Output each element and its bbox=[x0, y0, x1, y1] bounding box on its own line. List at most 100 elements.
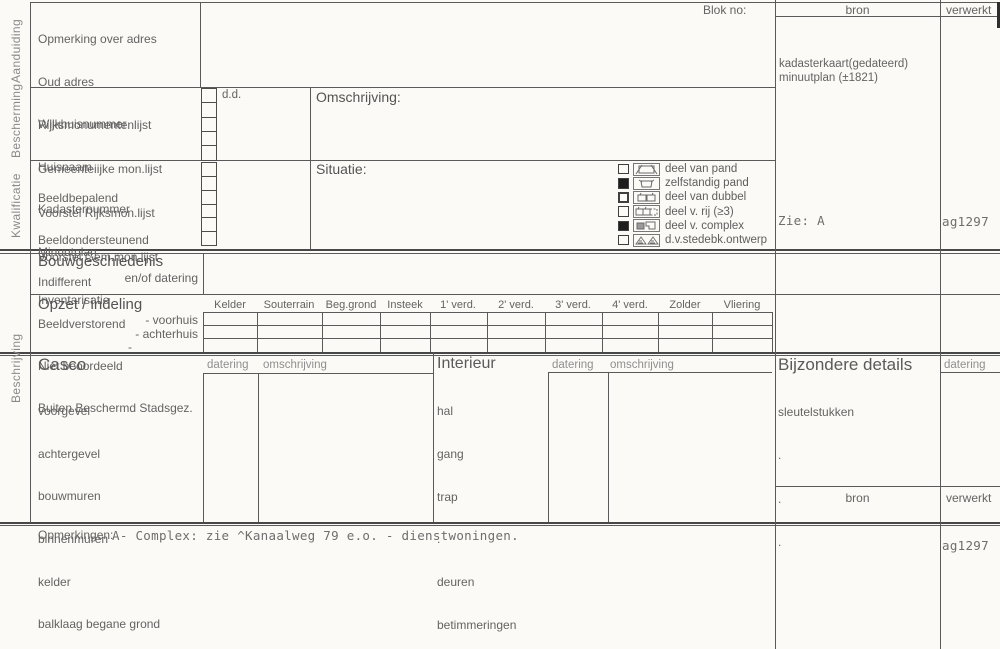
opzet-row-label: - voorhuis bbox=[145, 313, 198, 327]
line bbox=[0, 249, 1000, 251]
aanduiding-item: Oud adres bbox=[38, 74, 95, 89]
checkbox[interactable] bbox=[618, 206, 629, 217]
table-line bbox=[712, 312, 713, 352]
interieur-item: trap bbox=[437, 489, 458, 504]
line bbox=[775, 0, 776, 649]
aanduiding-item: Kadasternummer bbox=[38, 202, 131, 216]
line bbox=[30, 87, 775, 88]
interieur-item: hal bbox=[437, 404, 454, 418]
checkbox[interactable] bbox=[201, 145, 217, 162]
opmerkingen-text: A- Complex: zie ^Kanaalweg 79 e.o. - die… bbox=[112, 528, 519, 543]
bijzondere-item: . bbox=[778, 491, 782, 506]
kwalificatie-item: Indifferent bbox=[38, 275, 92, 290]
table-line bbox=[257, 312, 258, 352]
dd-label: d.d. bbox=[222, 89, 242, 101]
interieur-title: Interieur bbox=[437, 355, 496, 372]
checkbox[interactable] bbox=[201, 87, 217, 104]
kwalificatie-item: Beeldondersteunend bbox=[38, 233, 149, 248]
checkbox[interactable] bbox=[201, 217, 217, 233]
bescherming-item: Inventarisatie bbox=[38, 293, 110, 308]
line bbox=[310, 87, 311, 249]
deel-van-dubbel-icon bbox=[633, 190, 660, 204]
opzet-col-header: 2' verd. bbox=[498, 299, 534, 311]
bescherming-item: Voorstel Rijksmon.lijst bbox=[38, 205, 155, 220]
table-line bbox=[602, 312, 603, 352]
line bbox=[203, 373, 204, 522]
bijzondere-datering-header: datering bbox=[944, 359, 986, 371]
checkbox[interactable] bbox=[618, 178, 629, 189]
situatie-option: d.v.stedebk.ontwerp bbox=[618, 233, 767, 247]
opzet-row-labels: - voorhuis - achterhuis bbox=[108, 313, 198, 341]
line bbox=[0, 352, 1000, 354]
situatie-option-label: deel van pand bbox=[665, 163, 738, 176]
table-line bbox=[430, 312, 431, 352]
bijzondere-item: . bbox=[778, 534, 782, 549]
table-line bbox=[658, 312, 659, 352]
line bbox=[433, 352, 434, 522]
checkbox[interactable] bbox=[201, 102, 217, 118]
situatie-option-label: zelfstandig pand bbox=[665, 177, 749, 190]
checkbox[interactable] bbox=[618, 234, 629, 246]
verwerkt-value: ag1297 bbox=[942, 214, 989, 229]
line bbox=[0, 252, 1000, 254]
line bbox=[200, 2, 201, 87]
checkbox[interactable] bbox=[618, 220, 629, 232]
checkbox[interactable] bbox=[201, 231, 217, 247]
stedebouwkundig-ontwerp-icon bbox=[633, 233, 660, 247]
checkbox[interactable] bbox=[201, 189, 217, 205]
verwerkt-header-2: verwerkt bbox=[946, 491, 992, 505]
opzet-title: Opzet / indeling bbox=[38, 296, 143, 313]
kwalificatie-checkboxes bbox=[201, 161, 217, 247]
opzet-row-label: - achterhuis bbox=[135, 326, 198, 341]
casco-item: balklaag begane grond bbox=[38, 617, 161, 632]
bescherming-item: Voorstel Gem.mon.lijst bbox=[38, 249, 159, 264]
opzet-col-header: 1' verd. bbox=[440, 299, 476, 311]
opzet-col-header: Kelder bbox=[214, 299, 246, 311]
section-label-bescherming: Bescherming bbox=[9, 83, 23, 158]
bijzondere-item: sleutelstukken bbox=[778, 405, 855, 419]
line bbox=[548, 372, 772, 373]
situatie-option-label: d.v.stedebk.ontwerp bbox=[665, 234, 768, 247]
table-line bbox=[322, 312, 323, 352]
casco-omschrijving-header: omschrijving bbox=[263, 359, 327, 371]
interieur-item: gang bbox=[437, 446, 464, 461]
casco-item: bouwmuren bbox=[38, 489, 101, 504]
checkbox[interactable] bbox=[201, 131, 217, 147]
opzet-col-header: Souterrain bbox=[263, 299, 315, 311]
situatie-option: deel van dubbel bbox=[618, 190, 767, 204]
verwerkt-value-2: ag1297 bbox=[942, 538, 989, 553]
bescherming-item: Rijksmonumentenlijst bbox=[38, 118, 152, 133]
situatie-option: deel van pand bbox=[618, 162, 767, 176]
aanduiding-item: Minuutplan bbox=[38, 244, 97, 259]
checkbox[interactable] bbox=[201, 175, 217, 191]
checkbox[interactable] bbox=[201, 116, 217, 133]
line bbox=[548, 372, 549, 522]
section-label-beschrijving: Beschrijving bbox=[9, 333, 23, 404]
interieur-items: hal gang trap . deuren betimmeringen sch… bbox=[437, 376, 516, 649]
interieur-item: deuren bbox=[437, 575, 475, 590]
line bbox=[940, 0, 941, 649]
line bbox=[30, 294, 1000, 295]
checkbox[interactable] bbox=[618, 163, 629, 175]
bijzondere-items: sleutelstukken . . . bbox=[778, 377, 854, 578]
opzet-row3-dash: - bbox=[128, 340, 132, 354]
casco-item: kelder bbox=[38, 574, 71, 589]
aanduiding-item: Huisnaam bbox=[38, 159, 93, 174]
casco-items: voorgevel achtergevel bouwmuren binnenmu… bbox=[38, 376, 160, 649]
table-line bbox=[772, 312, 773, 352]
checkbox[interactable] bbox=[201, 203, 217, 219]
table-line bbox=[380, 312, 381, 352]
bijzondere-details-title: Bijzondere details bbox=[778, 355, 913, 374]
situatie-option-label: deel v. rij (≥3) bbox=[665, 205, 734, 218]
table-line bbox=[487, 312, 488, 352]
kwalificatie-item: Beeldbepalend bbox=[38, 191, 119, 205]
situatie-option: deel v. rij (≥3) bbox=[618, 205, 767, 219]
situatie-option-label: deel v. complex bbox=[665, 219, 745, 232]
checkbox[interactable] bbox=[201, 161, 217, 177]
blok-no-label: Blok no: bbox=[703, 3, 747, 17]
interieur-item: . bbox=[437, 532, 441, 547]
checkbox[interactable] bbox=[618, 192, 629, 203]
aanduiding-item: Opmerking over adres bbox=[38, 32, 157, 46]
situatie-option: deel v. complex bbox=[618, 219, 767, 233]
